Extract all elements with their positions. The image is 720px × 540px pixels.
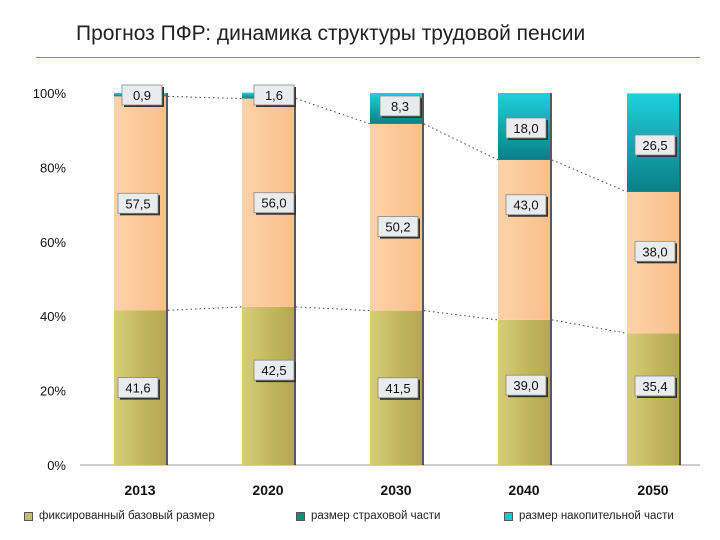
- data-label: 1,6: [265, 88, 283, 103]
- data-label-group: 57,5: [117, 192, 160, 216]
- data-label: 42,5: [261, 363, 286, 378]
- data-label-box: [379, 95, 421, 117]
- x-tick-label: 2030: [380, 482, 411, 498]
- y-tick-label: 0%: [47, 458, 66, 473]
- data-label-box: [253, 192, 295, 214]
- bar-segment-base: [242, 306, 294, 465]
- data-label-box: [505, 117, 547, 139]
- data-label-box: [117, 192, 159, 214]
- bar-segment-base: [627, 333, 679, 465]
- data-label-group: 43,0: [505, 194, 548, 217]
- legend-item-base: фиксированный базовый размер: [24, 510, 215, 522]
- legend-label-insurance: размер страховой части: [311, 510, 441, 522]
- data-label-box: [253, 359, 295, 381]
- legend-label-funded: размер накопительной части: [519, 510, 674, 522]
- y-tick-label: 40%: [40, 309, 66, 324]
- data-label-group: 26,5: [634, 134, 677, 157]
- series-connector-line: [423, 310, 499, 321]
- y-tick-label: 60%: [40, 235, 66, 250]
- data-label-box: [121, 84, 163, 106]
- data-label: 0,9: [133, 88, 151, 103]
- x-tick-label: 2040: [508, 482, 539, 498]
- data-label: 41,5: [385, 381, 410, 396]
- series-connector-line: [423, 123, 499, 161]
- data-label-group: 35,4: [634, 375, 677, 398]
- series-connector-line: [551, 159, 628, 193]
- data-label: 38,0: [642, 244, 667, 259]
- data-label: 41,6: [125, 381, 150, 396]
- data-label-box: [253, 84, 295, 106]
- legend-swatch-base: [24, 511, 33, 521]
- x-tick-label: 2013: [124, 482, 155, 498]
- data-label: 56,0: [261, 196, 286, 211]
- data-label: 39,0: [513, 378, 538, 393]
- data-label: 43,0: [513, 198, 538, 213]
- bar-segment-insurance: [498, 159, 550, 320]
- data-label-box: [377, 377, 419, 399]
- data-label: 8,3: [391, 99, 409, 114]
- series-connector-line: [167, 95, 243, 100]
- legend-swatch-insurance: [296, 511, 305, 521]
- data-label: 35,4: [642, 379, 667, 394]
- y-tick-label: 80%: [40, 160, 66, 175]
- data-label-group: 8,3: [379, 95, 422, 118]
- data-label-group: 41,6: [117, 377, 160, 400]
- data-label-box: [377, 216, 419, 237]
- legend: фиксированный базовый размер размер стра…: [0, 510, 720, 534]
- series-connector-line: [295, 306, 371, 312]
- data-label-group: 42,5: [253, 359, 296, 383]
- data-label-group: 39,0: [505, 374, 548, 398]
- data-label-box: [505, 194, 547, 216]
- x-tick-label: 2050: [637, 482, 668, 498]
- legend-swatch-funded: [504, 511, 513, 521]
- data-label-box: [117, 377, 159, 399]
- data-label: 50,2: [385, 220, 410, 235]
- stacked-bar-chart: 0% 20% 40% 60% 80% 100% 41,6 42,5 41,5 39,0 35,4 5…: [33, 84, 700, 498]
- data-label-group: 41,5: [377, 377, 420, 400]
- data-label: 26,5: [642, 138, 667, 153]
- legend-label-base: фиксированный базовый размер: [39, 510, 215, 522]
- data-label-group: 38,0: [634, 240, 677, 264]
- data-label-group: 0,9: [121, 84, 164, 107]
- title-underline: [36, 57, 700, 58]
- data-label-box: [634, 134, 676, 156]
- y-tick-label: 20%: [40, 384, 66, 399]
- data-label-box: [505, 374, 547, 396]
- data-label-group: 18,0: [505, 117, 548, 140]
- data-label: 18,0: [513, 121, 538, 136]
- data-label-box: [634, 240, 676, 262]
- data-label-group: 56,0: [253, 192, 296, 215]
- data-label-group: 50,2: [377, 216, 420, 239]
- legend-item-funded: размер накопительной части: [504, 510, 674, 522]
- data-label-box: [634, 375, 676, 397]
- series-connector-line: [167, 306, 243, 311]
- series-connector-line: [551, 319, 628, 334]
- series-connector-line: [295, 98, 371, 125]
- chart-title: Прогноз ПФР: динамика структуры трудовой…: [76, 22, 586, 45]
- data-label: 57,5: [125, 196, 150, 211]
- y-tick-label: 100%: [33, 86, 67, 101]
- data-label-group: 1,6: [253, 84, 296, 107]
- legend-item-insurance: размер страховой части: [296, 510, 440, 522]
- x-tick-label: 2020: [252, 482, 283, 498]
